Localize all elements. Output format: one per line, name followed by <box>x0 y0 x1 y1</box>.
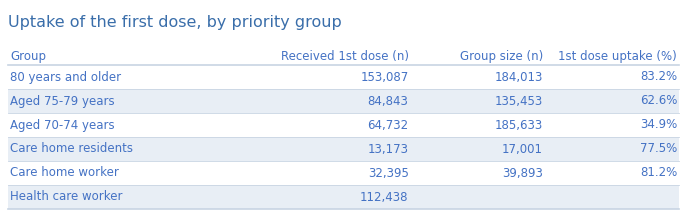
Text: 83.2%: 83.2% <box>640 70 677 84</box>
Bar <box>8 137 679 161</box>
Text: Group: Group <box>10 50 46 63</box>
Bar <box>8 161 679 185</box>
Bar <box>8 185 679 209</box>
Bar <box>8 113 679 137</box>
Text: 62.6%: 62.6% <box>640 95 677 108</box>
Text: 135,453: 135,453 <box>495 95 543 108</box>
Text: Care home residents: Care home residents <box>10 143 133 156</box>
Text: 13,173: 13,173 <box>368 143 409 156</box>
Text: Aged 75-79 years: Aged 75-79 years <box>10 95 115 108</box>
Text: Aged 70-74 years: Aged 70-74 years <box>10 119 115 132</box>
Text: 112,438: 112,438 <box>360 191 409 204</box>
Text: 81.2%: 81.2% <box>640 167 677 180</box>
Text: Received 1st dose (n): Received 1st dose (n) <box>280 50 409 63</box>
Text: 80 years and older: 80 years and older <box>10 70 121 84</box>
Text: Health care worker: Health care worker <box>10 191 122 204</box>
Text: Care home worker: Care home worker <box>10 167 119 180</box>
Text: 17,001: 17,001 <box>502 143 543 156</box>
Text: 39,893: 39,893 <box>502 167 543 180</box>
Text: 185,633: 185,633 <box>495 119 543 132</box>
Text: 84,843: 84,843 <box>368 95 409 108</box>
Text: 32,395: 32,395 <box>368 167 409 180</box>
Bar <box>8 48 679 65</box>
Text: 77.5%: 77.5% <box>640 143 677 156</box>
Text: Group size (n): Group size (n) <box>460 50 543 63</box>
Bar <box>8 65 679 89</box>
Text: 1st dose uptake (%): 1st dose uptake (%) <box>559 50 677 63</box>
Text: Uptake of the first dose, by priority group: Uptake of the first dose, by priority gr… <box>8 15 341 30</box>
Text: 153,087: 153,087 <box>361 70 409 84</box>
Text: 184,013: 184,013 <box>495 70 543 84</box>
Text: 64,732: 64,732 <box>368 119 409 132</box>
Text: 34.9%: 34.9% <box>640 119 677 132</box>
Bar <box>8 89 679 113</box>
